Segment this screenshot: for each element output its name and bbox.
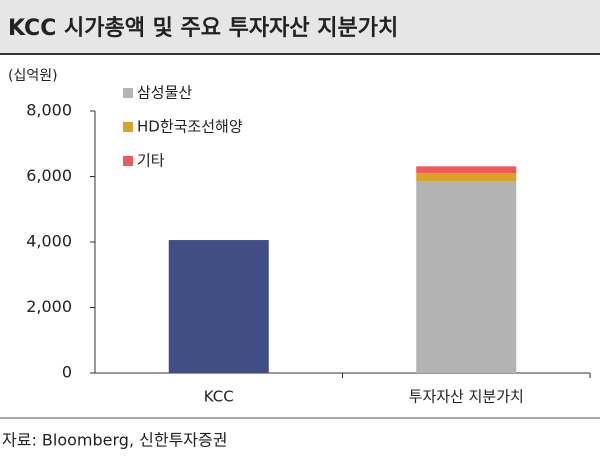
y-tick-label: 4,000	[26, 232, 72, 251]
legend-label: HD한국조선해양	[137, 118, 243, 136]
title-band	[0, 0, 600, 54]
bar	[416, 173, 517, 182]
y-tick-label: 0	[62, 363, 72, 382]
legend-swatch	[123, 156, 133, 166]
legend-label: 기타	[137, 152, 165, 170]
bar	[168, 240, 269, 373]
bar	[416, 181, 517, 373]
chart-title: KCC 시가총액 및 주요 투자자산 지분가치	[8, 16, 398, 41]
legend-swatch	[123, 122, 133, 132]
y-tick-label: 2,000	[26, 297, 72, 316]
y-tick-label: 8,000	[26, 101, 72, 120]
y-tick-label: 6,000	[26, 166, 72, 185]
x-tick-label: KCC	[204, 388, 234, 406]
source: 자료: Bloomberg, 신한투자증권	[2, 431, 227, 450]
legend-swatch	[123, 88, 133, 98]
legend-label: 삼성물산	[137, 84, 192, 102]
bar	[416, 166, 517, 174]
x-tick-label: 투자자산 지분가치	[409, 388, 524, 406]
y-axis-label: (십억원)	[8, 68, 58, 84]
